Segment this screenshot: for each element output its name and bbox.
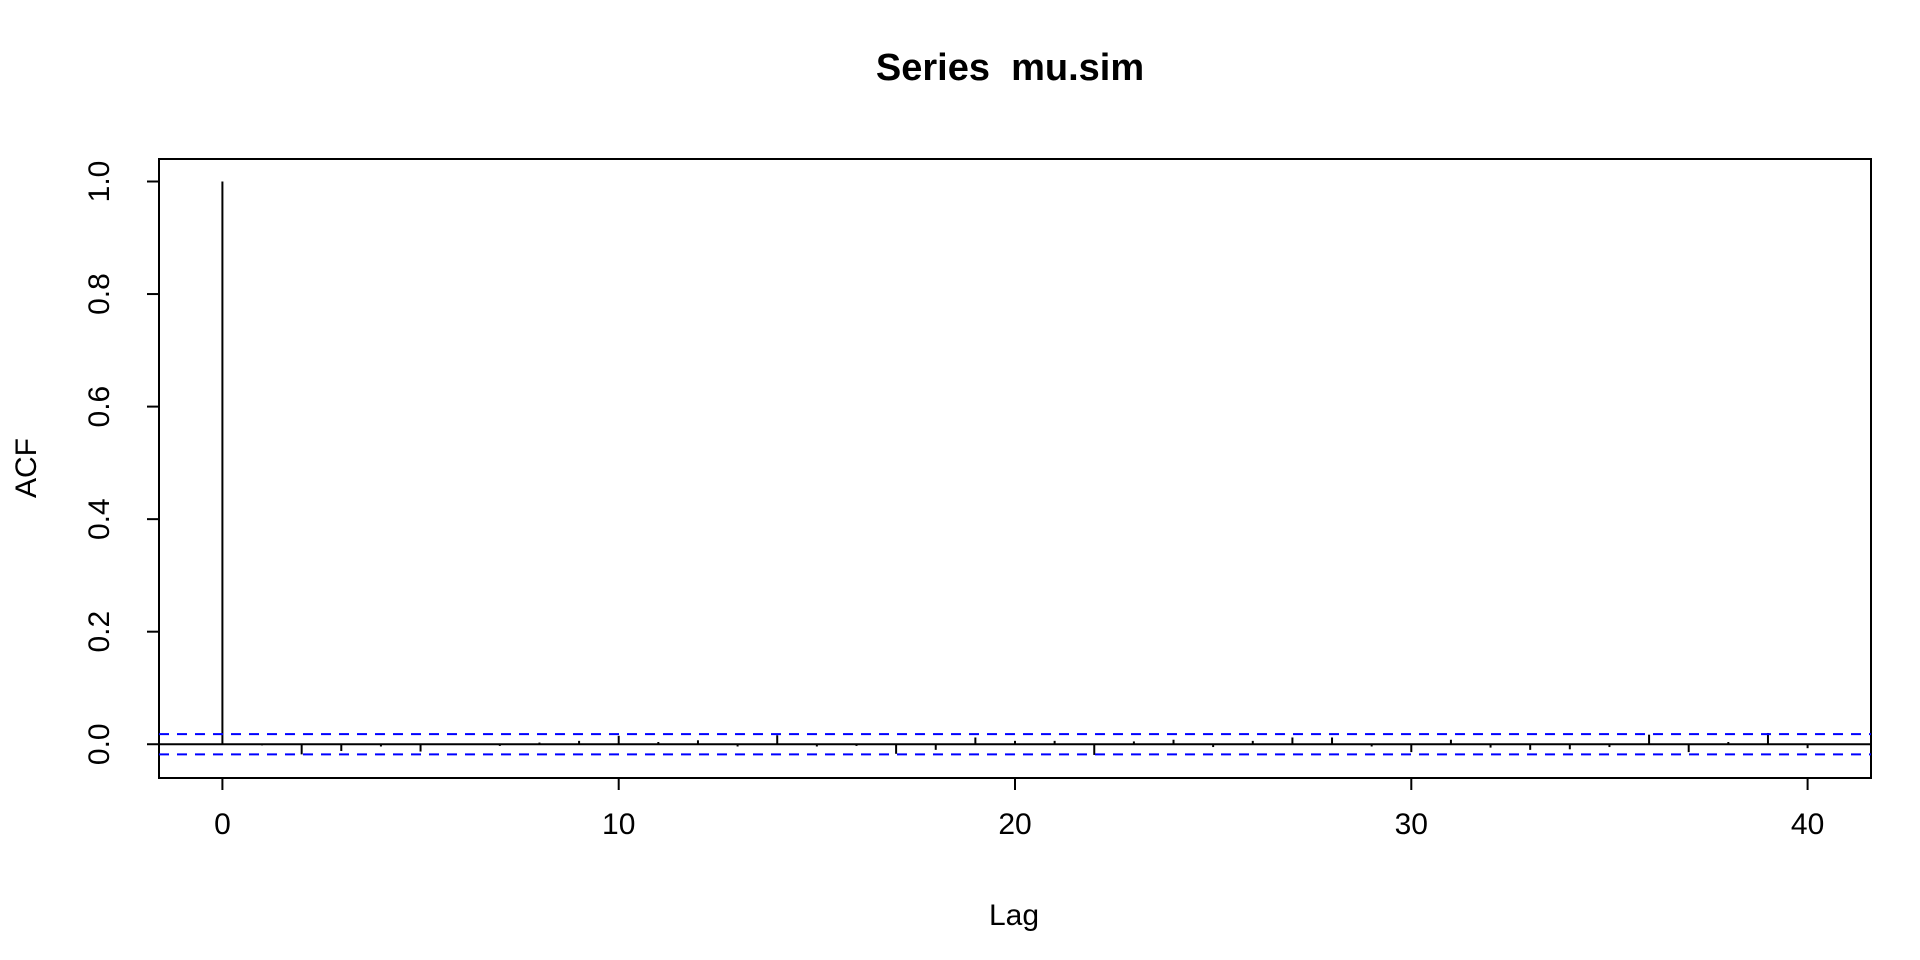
y-axis-label: ACF xyxy=(10,438,43,498)
x-tick-label: 30 xyxy=(1395,808,1428,841)
plot-frame xyxy=(158,158,1872,779)
y-tick-label: 0.8 xyxy=(83,273,116,315)
y-ticks: 0.0 0.2 0.4 0.6 0.8 1.0 xyxy=(83,161,159,765)
x-tick-label: 0 xyxy=(214,808,231,841)
y-tick-label: 0.0 xyxy=(83,723,116,765)
acf-bars xyxy=(159,181,1871,755)
x-axis-label: Lag xyxy=(989,899,1039,932)
y-tick-label: 1.0 xyxy=(83,161,116,203)
x-tick-label: 10 xyxy=(602,808,635,841)
x-tick-label: 40 xyxy=(1791,808,1824,841)
y-tick-label: 0.4 xyxy=(83,498,116,540)
y-tick-label: 0.2 xyxy=(83,611,116,653)
chart-title: Series mu.sim xyxy=(876,47,1144,89)
x-ticks: 0 10 20 30 40 xyxy=(214,778,1824,841)
x-tick-label: 20 xyxy=(998,808,1031,841)
confidence-bounds xyxy=(159,733,1871,756)
y-tick-label: 0.6 xyxy=(83,386,116,428)
